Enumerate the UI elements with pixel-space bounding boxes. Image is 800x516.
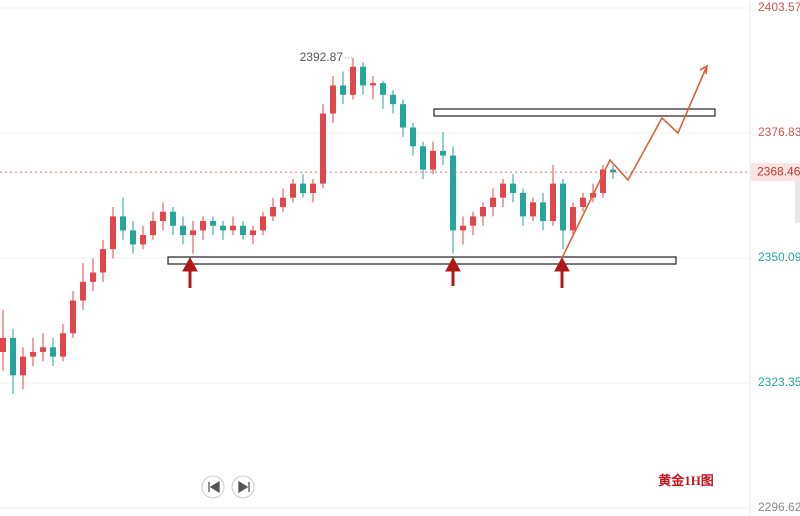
candle-body (460, 225, 466, 231)
arrows (182, 256, 570, 288)
scrollbar (795, 178, 800, 223)
candle-body (340, 85, 346, 95)
candle-body (120, 216, 126, 231)
playback-controls (201, 475, 255, 499)
y-tick-label: 2323.35 (758, 375, 800, 389)
candle-body (500, 183, 506, 198)
candle-body (370, 83, 376, 86)
candle-body (490, 197, 496, 208)
last-price-box (751, 163, 800, 182)
candle-body (90, 272, 96, 282)
candle-body (210, 221, 216, 226)
y-tick-label: 2296.62 (758, 500, 800, 514)
candle-body (150, 221, 156, 236)
projection-path (561, 67, 707, 259)
support-zone (167, 256, 677, 265)
candle-body (270, 207, 276, 217)
candle-body (350, 66, 356, 95)
candle-body (380, 83, 386, 95)
y-tick-label: 2350.09 (758, 250, 800, 264)
projection-arrowhead (699, 64, 708, 75)
candle-body (430, 150, 436, 170)
candle-body (60, 333, 66, 357)
candle-body (100, 249, 106, 273)
candle-body (300, 183, 306, 193)
candle-body (220, 225, 226, 231)
candle-body (190, 230, 196, 236)
candle-body (320, 113, 326, 184)
last-price-label: 2368.46 (757, 164, 800, 178)
candle-body (440, 150, 446, 156)
candle-body (450, 155, 456, 231)
candle-body (80, 281, 86, 301)
candle-body (130, 230, 136, 245)
candle-body (390, 94, 396, 105)
candle-body (520, 192, 526, 217)
candle-body (360, 66, 366, 86)
high-label: 2392.87 (300, 50, 344, 64)
candle-body (250, 230, 256, 236)
candle-body (610, 169, 616, 173)
candle-body (290, 183, 296, 198)
candle-body (160, 211, 166, 222)
candle-body (10, 337, 16, 376)
candle-body (470, 216, 476, 226)
candle-body (200, 221, 206, 231)
candle-body (600, 169, 606, 193)
candle-body (20, 356, 26, 376)
candle-body (180, 225, 186, 236)
resistance-zone (433, 108, 716, 117)
candle-body (30, 351, 36, 357)
candle-body (420, 146, 426, 170)
candle-body (560, 183, 566, 231)
candle-body (570, 207, 576, 231)
candle-body (530, 202, 536, 217)
y-tick-label: 2376.83 (758, 125, 800, 139)
candle-body (410, 127, 416, 147)
candle-body (280, 197, 286, 208)
y-tick-label: 2403.57 (758, 0, 800, 14)
candle-body (260, 216, 266, 231)
candle-body (0, 337, 6, 352)
candle-body (540, 202, 546, 222)
candle-body (110, 216, 116, 250)
candle-body (230, 225, 236, 231)
candle-body (310, 183, 316, 193)
candle-body (550, 183, 556, 222)
candle-body (240, 225, 246, 236)
candle-body (510, 183, 516, 193)
candle-body (140, 235, 146, 245)
chart-title: 黄金1H图 (658, 473, 714, 488)
candle-body (580, 197, 586, 208)
candle-body (330, 85, 336, 114)
candle-body (400, 104, 406, 128)
candle-body (40, 347, 46, 352)
candle-body (70, 300, 76, 334)
candle-body (480, 207, 486, 217)
candle-body (50, 347, 56, 357)
candle-body (170, 211, 176, 226)
